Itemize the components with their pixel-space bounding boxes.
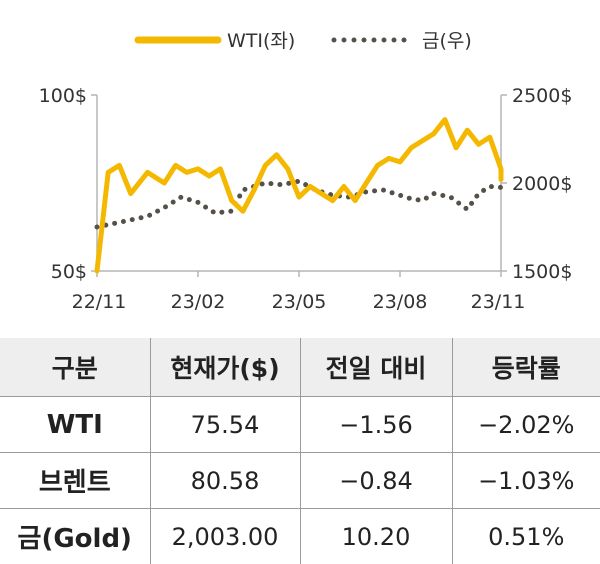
- legend-label-wti: WTI(좌): [227, 30, 295, 52]
- cell-price: 75.54: [150, 397, 300, 453]
- column-header-change-rate: 등락률: [452, 338, 600, 397]
- cell-price: 2,003.00: [150, 509, 300, 564]
- x-ticks: 22/11 23/02 23/05 23/08 23/11: [72, 271, 526, 313]
- column-header-change: 전일 대비: [300, 338, 452, 397]
- price-summary-table: 구분 현재가($) 전일 대비 등락률 WTI 75.54 −1.56 −2.0…: [0, 338, 600, 564]
- table-row: 금(Gold) 2,003.00 10.20 0.51%: [0, 509, 600, 564]
- gold-line: [97, 181, 501, 227]
- x-tick-label-3: 23/08: [373, 291, 428, 313]
- right-tick-label-top: 2500$: [512, 85, 572, 107]
- legend-label-gold: 금(우): [422, 30, 472, 52]
- cell-change: 10.20: [300, 509, 452, 564]
- cell-price: 80.58: [150, 453, 300, 509]
- cell-change: −1.56: [300, 397, 452, 453]
- right-tick-label-middle: 2000$: [512, 173, 572, 195]
- x-tick-label-1: 23/02: [171, 291, 226, 313]
- legend: WTI(좌) 금(우): [138, 30, 472, 52]
- cell-change-rate: −1.03%: [452, 453, 600, 509]
- left-tick-label-bottom: 50$: [51, 261, 87, 283]
- column-header-category: 구분: [0, 338, 150, 397]
- left-tick-label-top: 100$: [39, 85, 87, 107]
- cell-change-rate: 0.51%: [452, 509, 600, 564]
- table-row: 브렌트 80.58 −0.84 −1.03%: [0, 453, 600, 509]
- table-row: WTI 75.54 −1.56 −2.02%: [0, 397, 600, 453]
- right-tick-label-bottom: 1500$: [512, 261, 572, 283]
- row-label-wti: WTI: [0, 397, 150, 453]
- row-label-brent: 브렌트: [0, 453, 150, 509]
- x-tick-label-4: 23/11: [471, 291, 526, 313]
- oil-gold-price-chart: WTI(좌) 금(우) 100$ 50$ 2500$ 2000$ 1500$ 2…: [0, 0, 600, 330]
- cell-change: −0.84: [300, 453, 452, 509]
- gold-series: [97, 181, 501, 227]
- x-tick-label-0: 22/11: [72, 291, 127, 313]
- table-header-row: 구분 현재가($) 전일 대비 등락률: [0, 338, 600, 397]
- row-label-gold: 금(Gold): [0, 509, 150, 564]
- x-tick-label-2: 23/05: [272, 291, 327, 313]
- cell-change-rate: −2.02%: [452, 397, 600, 453]
- column-header-price: 현재가($): [150, 338, 300, 397]
